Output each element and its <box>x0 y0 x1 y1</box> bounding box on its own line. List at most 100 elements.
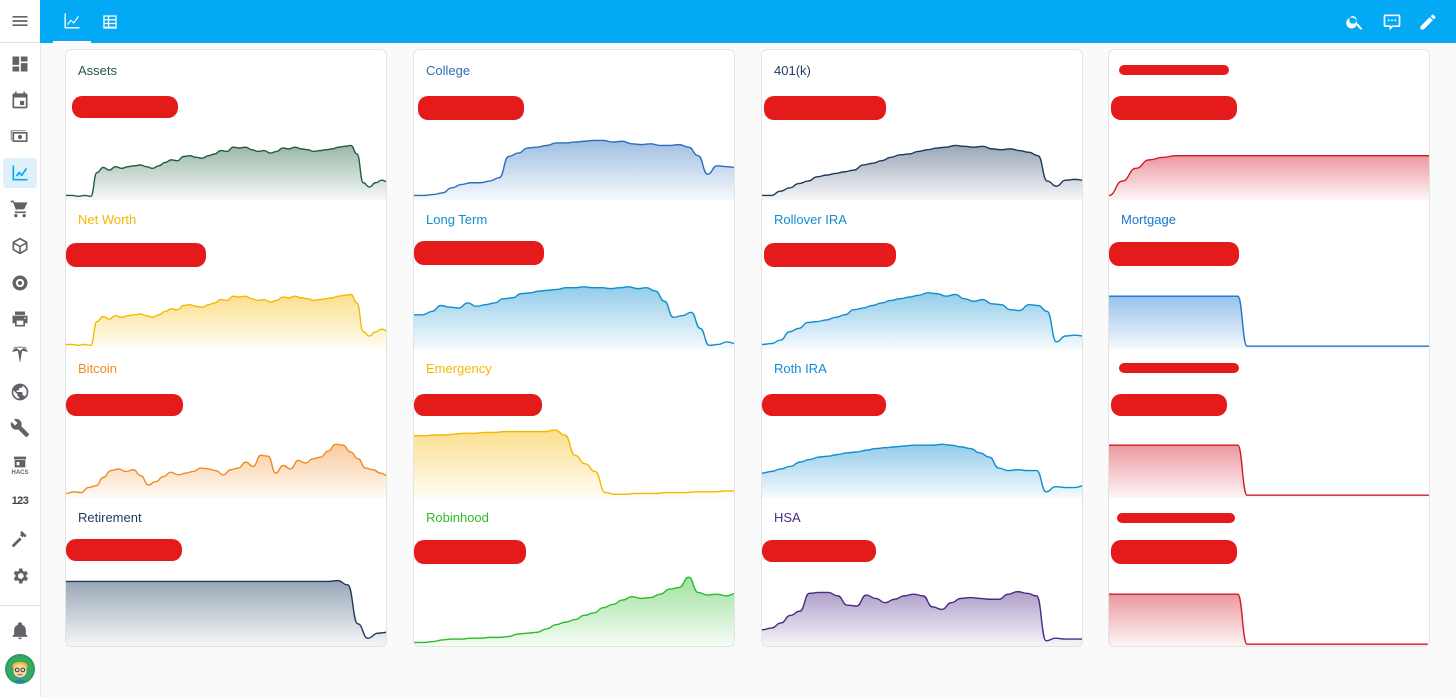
edit-button[interactable] <box>1415 9 1441 35</box>
sparkline-line <box>66 579 386 639</box>
finance-chart-icon[interactable] <box>3 158 37 188</box>
card-title: 401(k) <box>774 63 811 78</box>
redacted-value <box>1111 394 1227 416</box>
sparkline-chart <box>762 144 1082 200</box>
sparkline-line <box>414 576 734 644</box>
sparkline-chart <box>66 579 386 646</box>
sparkline-chart <box>762 443 1082 498</box>
redacted-value <box>418 96 524 120</box>
hacs-label: HACS <box>11 470 29 476</box>
sparkline-area <box>1109 296 1429 349</box>
sparkline-line <box>1109 295 1429 347</box>
sparkline-line <box>762 443 1082 493</box>
card-hsa[interactable]: HSA <box>762 497 1082 646</box>
cash-icon[interactable] <box>3 122 37 152</box>
overview-icon[interactable] <box>3 49 37 79</box>
card-emergency[interactable]: Emergency <box>414 348 734 498</box>
sparkline-line <box>1109 444 1429 496</box>
sparkline-chart <box>762 292 1082 349</box>
card-column-3: 401(k) Rollover IRA Roth IRA HSA <box>761 49 1083 647</box>
sparkline-area <box>66 145 386 200</box>
sparkline-chart <box>1109 295 1429 349</box>
tab-line-chart[interactable] <box>53 0 91 43</box>
menu-icon[interactable] <box>3 6 37 36</box>
sparkline-area <box>66 580 386 646</box>
sparkline-line <box>762 590 1082 642</box>
card-column-1: Assets Net Worth Bitcoin Retirement <box>65 49 387 647</box>
sparkline-area <box>762 444 1082 498</box>
search-button[interactable] <box>1342 9 1368 35</box>
sparkline-line <box>66 144 386 198</box>
card-roth-ira[interactable]: Roth IRA <box>762 348 1082 498</box>
wrench-icon[interactable] <box>3 413 37 443</box>
redacted-value <box>414 394 542 416</box>
card-robinhood[interactable]: Robinhood <box>414 497 734 646</box>
card-401k[interactable]: 401(k) <box>762 50 1082 200</box>
sparkline-chart <box>1109 154 1429 200</box>
card-retirement[interactable]: Retirement <box>66 497 386 646</box>
sparkline-line <box>1109 154 1429 197</box>
avatar-face-icon <box>6 655 34 683</box>
assist-icon <box>1383 14 1401 31</box>
redacted-value <box>414 241 544 265</box>
card-redacted-1[interactable] <box>1109 50 1429 200</box>
redacted-value <box>72 96 178 118</box>
spreadsheet-icon <box>103 14 117 29</box>
card-redacted-2[interactable] <box>1109 348 1429 498</box>
hacs-icon[interactable]: HACS <box>3 450 37 480</box>
search-icon <box>1346 16 1363 30</box>
redacted-value <box>1109 242 1239 266</box>
card-college[interactable]: College <box>414 50 734 200</box>
sparkline-area <box>1109 445 1429 498</box>
sparkline-chart <box>1109 593 1429 646</box>
redacted-value <box>414 540 526 564</box>
sparkline-line <box>66 443 386 495</box>
calendar-icon[interactable] <box>3 85 37 115</box>
card-mortgage[interactable]: Mortgage <box>1109 199 1429 349</box>
redacted-value <box>764 96 886 120</box>
sparkline-line <box>414 286 734 347</box>
card-net-worth[interactable]: Net Worth <box>66 199 386 349</box>
sparkline-area <box>414 577 734 646</box>
cart-icon[interactable] <box>3 194 37 224</box>
numeric-icon[interactable]: 123 <box>3 486 37 516</box>
card-rollover-ira[interactable]: Rollover IRA <box>762 199 1082 349</box>
redacted-title <box>1117 513 1235 523</box>
sparkline-line <box>66 293 386 347</box>
assist-button[interactable] <box>1379 9 1405 35</box>
card-redacted-3[interactable] <box>1109 497 1429 646</box>
sparkline-area <box>66 294 386 349</box>
redacted-value <box>66 539 182 561</box>
card-assets[interactable]: Assets <box>66 50 386 200</box>
card-title: Bitcoin <box>78 361 118 376</box>
sparkline-chart <box>66 443 386 498</box>
card-bitcoin[interactable]: Bitcoin <box>66 348 386 498</box>
card-long-term[interactable]: Long Term <box>414 199 734 349</box>
redacted-value <box>1111 540 1237 564</box>
card-title: Net Worth <box>78 212 137 227</box>
sparkline-chart <box>66 293 386 349</box>
gear-icon[interactable] <box>3 561 37 591</box>
hammer-icon[interactable] <box>3 524 37 554</box>
numeric-label: 123 <box>11 495 29 507</box>
web-icon[interactable] <box>3 377 37 407</box>
sparkline-area <box>762 292 1082 349</box>
sparkline-chart <box>414 139 734 200</box>
line-chart-icon <box>64 13 80 28</box>
redacted-value <box>764 243 896 267</box>
sparkline-area <box>762 145 1082 200</box>
printer-icon[interactable] <box>3 304 37 334</box>
user-avatar[interactable] <box>5 654 35 684</box>
card-title: Retirement <box>78 510 142 525</box>
package-icon[interactable] <box>3 231 37 261</box>
sparkline-line <box>1109 593 1429 645</box>
card-title: Long Term <box>426 212 488 227</box>
card-title: College <box>426 63 471 78</box>
camera-icon[interactable] <box>3 268 37 298</box>
card-title: Robinhood <box>426 510 489 525</box>
tab-spreadsheet[interactable] <box>91 0 129 43</box>
bell-icon[interactable] <box>3 616 37 646</box>
card-title: Roth IRA <box>774 361 827 376</box>
tesla-icon[interactable] <box>3 340 37 370</box>
card-column-2: College Long Term Emergency Robinhood <box>413 49 735 647</box>
